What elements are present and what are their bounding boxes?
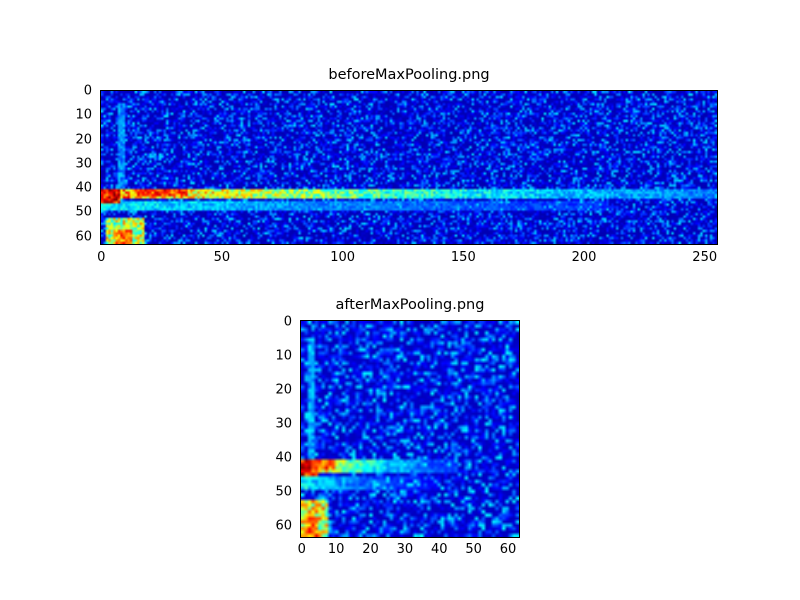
y-tick-label: 0 <box>283 314 292 330</box>
x-tick-label: 40 <box>430 542 448 557</box>
x-axis-before: 0 50 100 150 200 250 <box>97 250 718 266</box>
y-tick-label: 30 <box>75 156 92 172</box>
y-tick-label: 40 <box>75 180 92 196</box>
x-tick-label: 100 <box>330 250 356 265</box>
x-axis-after: 0 10 20 30 40 50 60 <box>297 542 520 558</box>
y-tick-label: 10 <box>275 348 292 364</box>
axes-after <box>300 320 520 538</box>
x-tick-label: 50 <box>465 542 482 557</box>
x-tick-label: 0 <box>97 250 106 265</box>
y-tick-label: 10 <box>75 107 92 123</box>
x-tick-label: 200 <box>571 250 597 265</box>
y-tick-label: 50 <box>75 204 92 220</box>
x-tick-label: 20 <box>362 542 379 557</box>
heatmap-canvas-after <box>301 321 519 537</box>
x-tick-label: 10 <box>327 542 345 557</box>
y-axis-after: 0 10 20 30 40 50 60 <box>252 314 292 538</box>
y-tick-label: 20 <box>75 132 92 148</box>
x-tick-label: 60 <box>499 542 517 557</box>
x-tick-label: 150 <box>450 250 476 265</box>
x-tick-label: 50 <box>213 250 231 265</box>
y-tick-label: 40 <box>275 450 292 466</box>
x-tick-label: 30 <box>396 542 414 557</box>
x-tick-label: 250 <box>692 250 718 265</box>
axes-before <box>100 90 718 245</box>
y-tick-label: 60 <box>75 229 92 245</box>
heatmap-canvas-before <box>101 91 717 244</box>
y-tick-label: 20 <box>275 382 292 398</box>
y-tick-label: 60 <box>275 518 292 534</box>
y-axis-before: 0 10 20 30 40 50 60 <box>52 84 92 245</box>
plot-title-after: afterMaxPooling.png <box>335 297 485 313</box>
y-tick-label: 30 <box>275 416 292 432</box>
x-tick-label: 0 <box>297 542 306 557</box>
y-tick-label: 50 <box>275 484 292 500</box>
plot-title-before: beforeMaxPooling.png <box>328 67 490 83</box>
y-tick-label: 0 <box>83 83 92 99</box>
